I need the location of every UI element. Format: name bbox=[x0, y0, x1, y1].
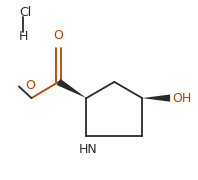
Polygon shape bbox=[142, 94, 170, 102]
Text: H: H bbox=[19, 30, 28, 42]
Text: Cl: Cl bbox=[19, 6, 31, 19]
Text: O: O bbox=[26, 79, 35, 92]
Text: OH: OH bbox=[172, 92, 191, 105]
Polygon shape bbox=[57, 79, 86, 98]
Text: HN: HN bbox=[79, 143, 98, 156]
Text: O: O bbox=[54, 29, 63, 42]
